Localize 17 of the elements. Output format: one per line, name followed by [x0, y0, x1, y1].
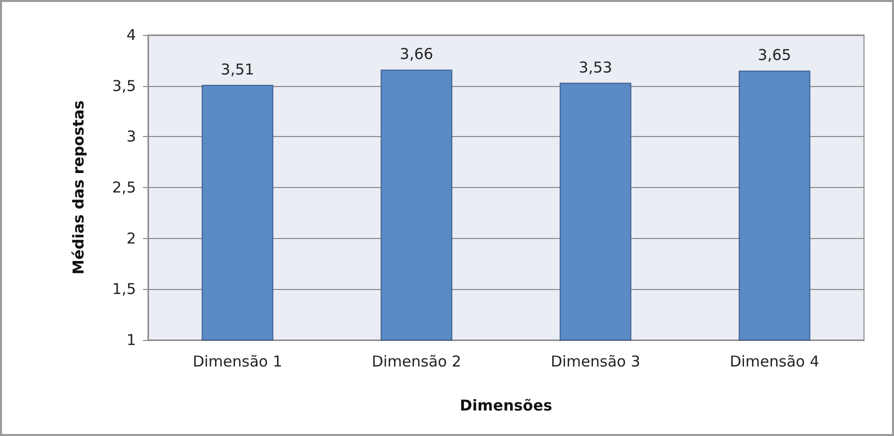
data-label: 3,51	[220, 60, 254, 78]
y-tick-label: 1	[126, 331, 136, 349]
x-tick-label: Dimensão 2	[372, 352, 462, 370]
data-label: 3,65	[758, 46, 792, 64]
y-tick-label: 3	[126, 128, 136, 146]
data-label: 3,53	[578, 58, 612, 76]
x-tick-label: Dimensão 3	[550, 352, 640, 370]
x-tick-label: Dimensão 1	[192, 352, 282, 370]
y-tick-label: 3,5	[112, 76, 136, 95]
x-axis-title: Dimensões	[460, 396, 552, 414]
y-tick-label: 1,5	[112, 280, 136, 298]
data-label: 3,66	[400, 45, 434, 64]
x-tick-label: Dimensão 4	[730, 352, 820, 370]
y-tick-label: 4	[126, 26, 136, 44]
y-tick-label: 2	[126, 229, 136, 248]
y-axis-title: Médias das repostas	[70, 100, 88, 275]
y-tick-label: 2,5	[112, 178, 136, 196]
